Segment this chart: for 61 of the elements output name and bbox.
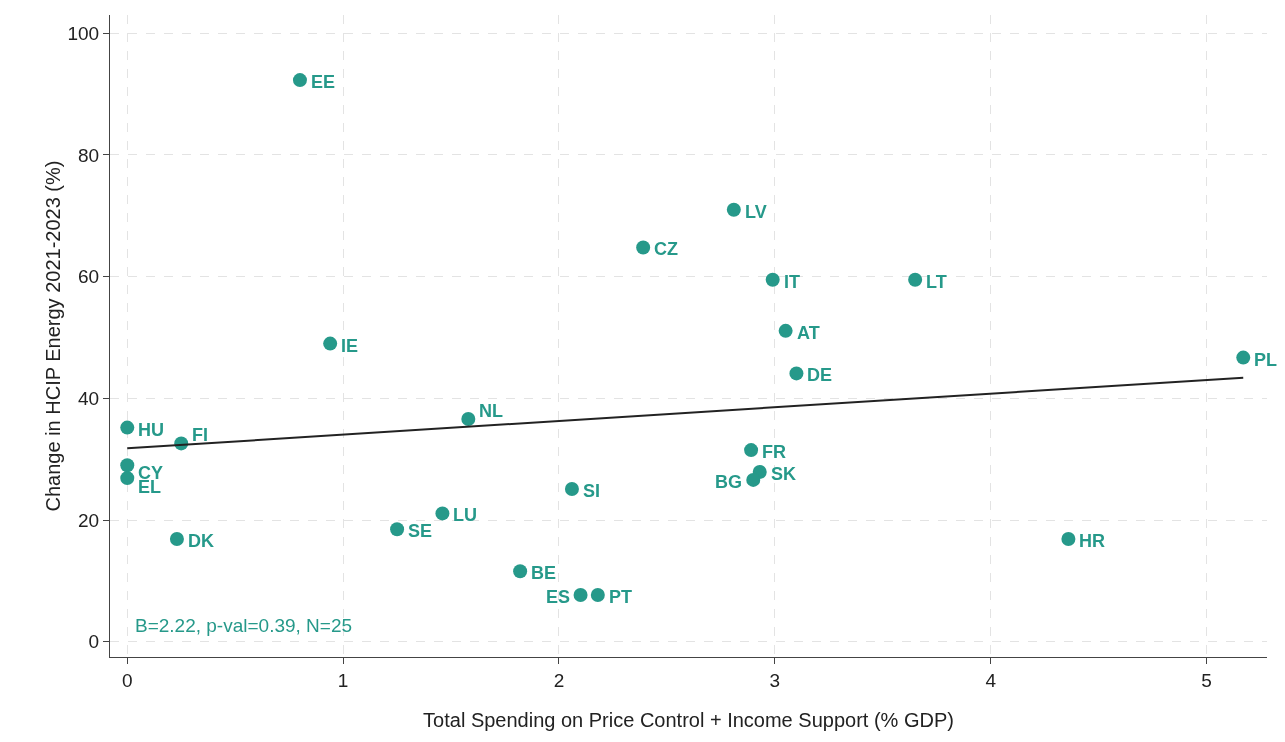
annotation: DK xyxy=(188,531,214,551)
x-tick-label: 1 xyxy=(337,669,349,691)
point xyxy=(746,472,761,487)
annotation: DE xyxy=(807,365,833,385)
annotation: ES xyxy=(546,587,571,607)
point xyxy=(1061,531,1076,546)
annotation: CZ xyxy=(654,239,678,259)
annotation: AT xyxy=(797,323,820,343)
point xyxy=(778,323,793,338)
point xyxy=(564,482,579,497)
point xyxy=(461,412,476,427)
annotation: BG xyxy=(715,472,742,492)
point xyxy=(435,506,450,521)
point xyxy=(908,272,923,287)
y-tick-label: 20 xyxy=(78,509,100,531)
point xyxy=(292,73,307,88)
point xyxy=(590,587,605,602)
point xyxy=(636,240,651,255)
y-tick-label: 100 xyxy=(67,22,100,44)
annotation: HU xyxy=(138,420,164,440)
x-axis-title: Total Spending on Price Control + Income Support (% GDP) xyxy=(423,709,954,731)
point xyxy=(744,443,759,458)
point xyxy=(765,272,780,287)
annotation: FI xyxy=(192,425,208,445)
x-tick-label: 2 xyxy=(553,669,565,691)
point xyxy=(390,522,405,537)
point xyxy=(726,202,741,217)
x-tick-label: 5 xyxy=(1201,669,1212,691)
annotation: BE xyxy=(531,563,557,583)
point xyxy=(1236,350,1251,365)
point xyxy=(513,564,528,579)
annotation: FR xyxy=(762,442,786,462)
point xyxy=(323,336,338,351)
x-tick-label: 4 xyxy=(985,669,997,691)
y-tick-label: 0 xyxy=(88,631,100,653)
annotation: HR xyxy=(1079,531,1105,551)
point xyxy=(120,471,135,486)
y-axis-title: Change in HCIP Energy 2021-2023 (%) xyxy=(42,160,64,512)
y-tick-label: 60 xyxy=(78,266,100,288)
annotation: LT xyxy=(926,272,947,292)
x-tick-label: 3 xyxy=(769,669,781,691)
point xyxy=(120,420,135,435)
annotation: PT xyxy=(609,587,633,607)
annotation: EE xyxy=(311,72,336,92)
annotation: SE xyxy=(408,521,433,541)
annotation: PL xyxy=(1254,350,1278,370)
point xyxy=(573,587,588,602)
annotation: IT xyxy=(784,272,800,292)
annotation: B=2.22, p-val=0.39, N=25 xyxy=(135,615,353,636)
y-tick-label: 40 xyxy=(78,388,100,410)
point xyxy=(789,366,804,381)
y-tick-label: 80 xyxy=(78,144,100,166)
annotation: LV xyxy=(745,202,767,222)
point xyxy=(120,458,135,473)
annotation: SK xyxy=(771,464,797,484)
annotation: IE xyxy=(341,336,359,356)
annotation: NL xyxy=(479,401,503,421)
x-tick-label: 0 xyxy=(121,669,133,691)
point xyxy=(169,531,184,546)
annotation: SI xyxy=(583,481,601,501)
annotation: LU xyxy=(453,505,477,525)
